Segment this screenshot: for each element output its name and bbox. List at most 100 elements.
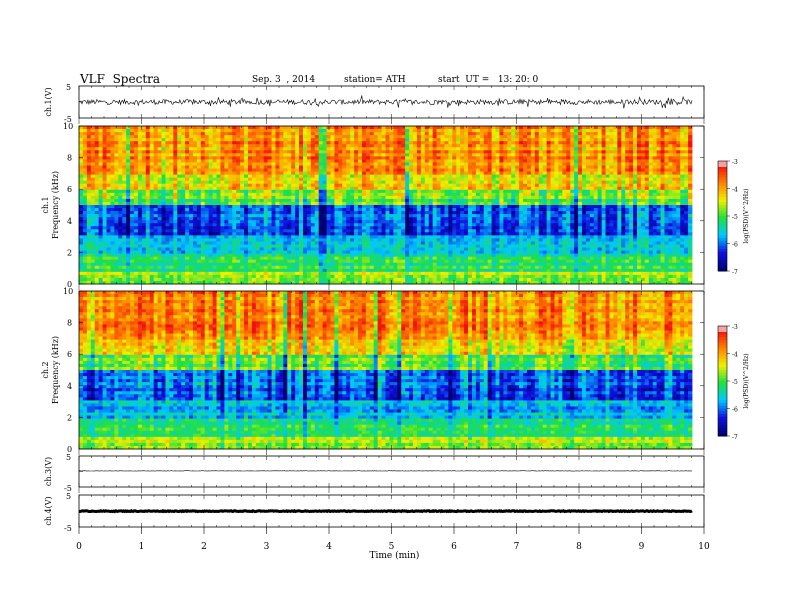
spectrogram-cell bbox=[475, 126, 481, 130]
spectrogram-cell bbox=[334, 132, 339, 136]
spectrogram-cell bbox=[609, 135, 614, 139]
spectrogram-cell bbox=[538, 208, 544, 212]
spectrogram-cell bbox=[503, 198, 508, 203]
spectrogram-cell bbox=[196, 168, 202, 172]
spectrogram-cell bbox=[601, 201, 606, 206]
spectrogram-cell bbox=[361, 153, 367, 157]
spectrogram-cell bbox=[389, 135, 394, 139]
spectrogram-cell bbox=[177, 217, 182, 221]
spectrogram-cell bbox=[181, 150, 186, 154]
spectrogram-cell bbox=[192, 186, 198, 191]
spectrogram-cell bbox=[165, 147, 170, 151]
spectrogram-cell bbox=[244, 217, 249, 221]
spectrogram-cell bbox=[613, 144, 618, 148]
spectrogram-cell bbox=[267, 171, 272, 176]
spectrogram-cell bbox=[479, 162, 485, 166]
spectrogram-cell bbox=[271, 205, 276, 209]
spectrogram-cell bbox=[310, 162, 316, 166]
spectrogram-cell bbox=[483, 165, 489, 169]
spectrogram-cell bbox=[444, 211, 449, 215]
spectrogram-cell bbox=[460, 177, 465, 182]
spectrogram-cell bbox=[173, 189, 178, 194]
spectrogram-cell bbox=[283, 183, 288, 188]
spectrogram-cell bbox=[546, 180, 551, 185]
spectrogram-cell bbox=[79, 214, 84, 218]
spectrogram-cell bbox=[185, 162, 190, 166]
spectrogram-cell bbox=[664, 141, 669, 145]
spectrogram-cell bbox=[416, 129, 422, 133]
spectrogram-cell bbox=[342, 144, 347, 148]
spectrogram-cell bbox=[208, 186, 213, 191]
spectrogram-cell bbox=[530, 205, 536, 209]
spectrogram-cell bbox=[468, 162, 473, 166]
spectrogram-cell bbox=[499, 174, 504, 179]
spectrogram-cell bbox=[102, 150, 107, 154]
spectrogram-cell bbox=[401, 156, 406, 160]
spectrogram-cell bbox=[420, 138, 426, 142]
spectrogram-cell bbox=[267, 132, 272, 136]
spectrogram-cell bbox=[684, 205, 689, 209]
spectrogram-cell bbox=[153, 183, 158, 188]
spectrogram-cell bbox=[110, 220, 115, 224]
spectrogram-cell bbox=[114, 208, 119, 212]
spectrogram-cell bbox=[299, 150, 304, 154]
spectrogram-cell bbox=[291, 198, 296, 203]
spectrogram-cell bbox=[110, 153, 115, 157]
spectrogram-cell bbox=[94, 171, 100, 176]
spectrogram-cell bbox=[181, 183, 186, 188]
spectrogram-cell bbox=[593, 147, 599, 151]
spectrogram-cell bbox=[342, 141, 347, 145]
spectrogram-cell bbox=[460, 150, 465, 154]
spectrogram-cell bbox=[318, 201, 324, 206]
spectrogram-cell bbox=[550, 217, 555, 221]
spectrogram-cell bbox=[424, 214, 430, 218]
spectrogram-cell bbox=[114, 192, 119, 197]
spectrogram-cell bbox=[393, 153, 398, 157]
spectrogram-cell bbox=[464, 141, 469, 145]
spectrogram-cell bbox=[342, 147, 347, 151]
spectrogram-cell bbox=[479, 177, 485, 182]
spectrogram-cell bbox=[597, 138, 603, 142]
spectrogram-cell bbox=[566, 214, 571, 218]
spectrogram-cell bbox=[326, 186, 331, 191]
spectrogram-cell bbox=[475, 153, 481, 157]
spectrogram-cell bbox=[236, 217, 241, 221]
spectrogram-cell bbox=[361, 186, 367, 191]
spectrogram-cell bbox=[346, 198, 351, 203]
spectrogram-cell bbox=[538, 153, 544, 157]
spectrogram-cell bbox=[448, 150, 453, 154]
spectrogram-cell bbox=[287, 168, 292, 172]
spectrogram-cell bbox=[326, 129, 331, 133]
spectrogram-cell bbox=[448, 141, 453, 145]
spectrogram-cell bbox=[365, 214, 371, 218]
spectrogram-cell bbox=[145, 195, 151, 200]
spectrogram-cell bbox=[350, 156, 355, 160]
spectrogram-cell bbox=[228, 208, 233, 212]
spectrogram-cell bbox=[432, 168, 437, 172]
spectrogram-cell bbox=[507, 201, 512, 206]
spectrogram-cell bbox=[648, 159, 654, 163]
spectrogram-cell bbox=[141, 189, 147, 194]
spectrogram-cell bbox=[581, 192, 587, 197]
spectrogram-cell bbox=[271, 208, 276, 212]
spectrogram-cell bbox=[267, 177, 272, 182]
spectrogram-cell bbox=[428, 150, 434, 154]
spectrogram-cell bbox=[523, 156, 528, 160]
spectrogram-cell bbox=[432, 153, 437, 157]
spectrogram-cell bbox=[220, 153, 225, 157]
spectrogram-cell bbox=[126, 126, 131, 130]
spectrogram-cell bbox=[130, 141, 135, 145]
spectrogram-cell bbox=[357, 198, 363, 203]
spectrogram-cell bbox=[566, 208, 571, 212]
spectrogram-cell bbox=[220, 159, 225, 163]
spectrogram-cell bbox=[405, 201, 410, 206]
spectrogram-cell bbox=[79, 153, 84, 157]
spectrogram-cell bbox=[684, 198, 689, 203]
spectrogram-cell bbox=[271, 153, 276, 157]
spectrogram-cell bbox=[381, 195, 386, 200]
spectrogram-cell bbox=[397, 183, 402, 188]
spectrogram-cell bbox=[503, 126, 508, 130]
spectrogram-cell bbox=[232, 180, 237, 185]
spectrogram-cell bbox=[82, 214, 88, 218]
spectrogram-cell bbox=[436, 195, 441, 200]
